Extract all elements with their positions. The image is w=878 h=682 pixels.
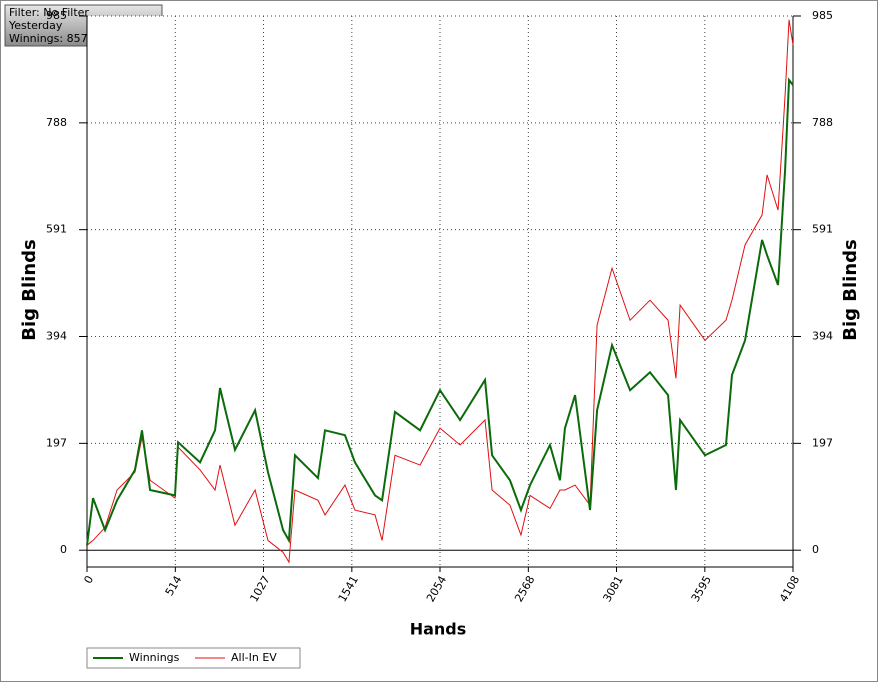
y-tick-label: 985: [46, 9, 67, 22]
y-tick-label: 394: [46, 330, 67, 343]
series-line: [86, 19, 794, 564]
y2-tick-label: 197: [812, 436, 833, 449]
y2-tick-label: 985: [812, 9, 833, 22]
series-line: [86, 77, 794, 546]
y2-tick-label: 394: [812, 330, 833, 343]
y2-tick-label: 0: [812, 543, 819, 556]
y-tick-label: 0: [60, 543, 67, 556]
info-line: Filter: No Filter: [9, 6, 89, 19]
legend-label: Winnings: [129, 651, 180, 664]
legend-label: All-In EV: [231, 651, 277, 664]
y-tick-label: 591: [46, 223, 67, 236]
y-axis-title: Big Blinds: [19, 239, 40, 341]
legend: [86, 647, 301, 669]
y-tick-label: 788: [46, 116, 67, 129]
y-tick-label: 197: [46, 436, 67, 449]
y2-tick-label: 788: [812, 116, 833, 129]
x-axis-title: Hands: [410, 620, 467, 639]
y2-axis-title: Big Blinds: [840, 239, 861, 341]
y2-tick-label: 591: [812, 223, 833, 236]
info-line: Yesterday: [8, 19, 63, 32]
